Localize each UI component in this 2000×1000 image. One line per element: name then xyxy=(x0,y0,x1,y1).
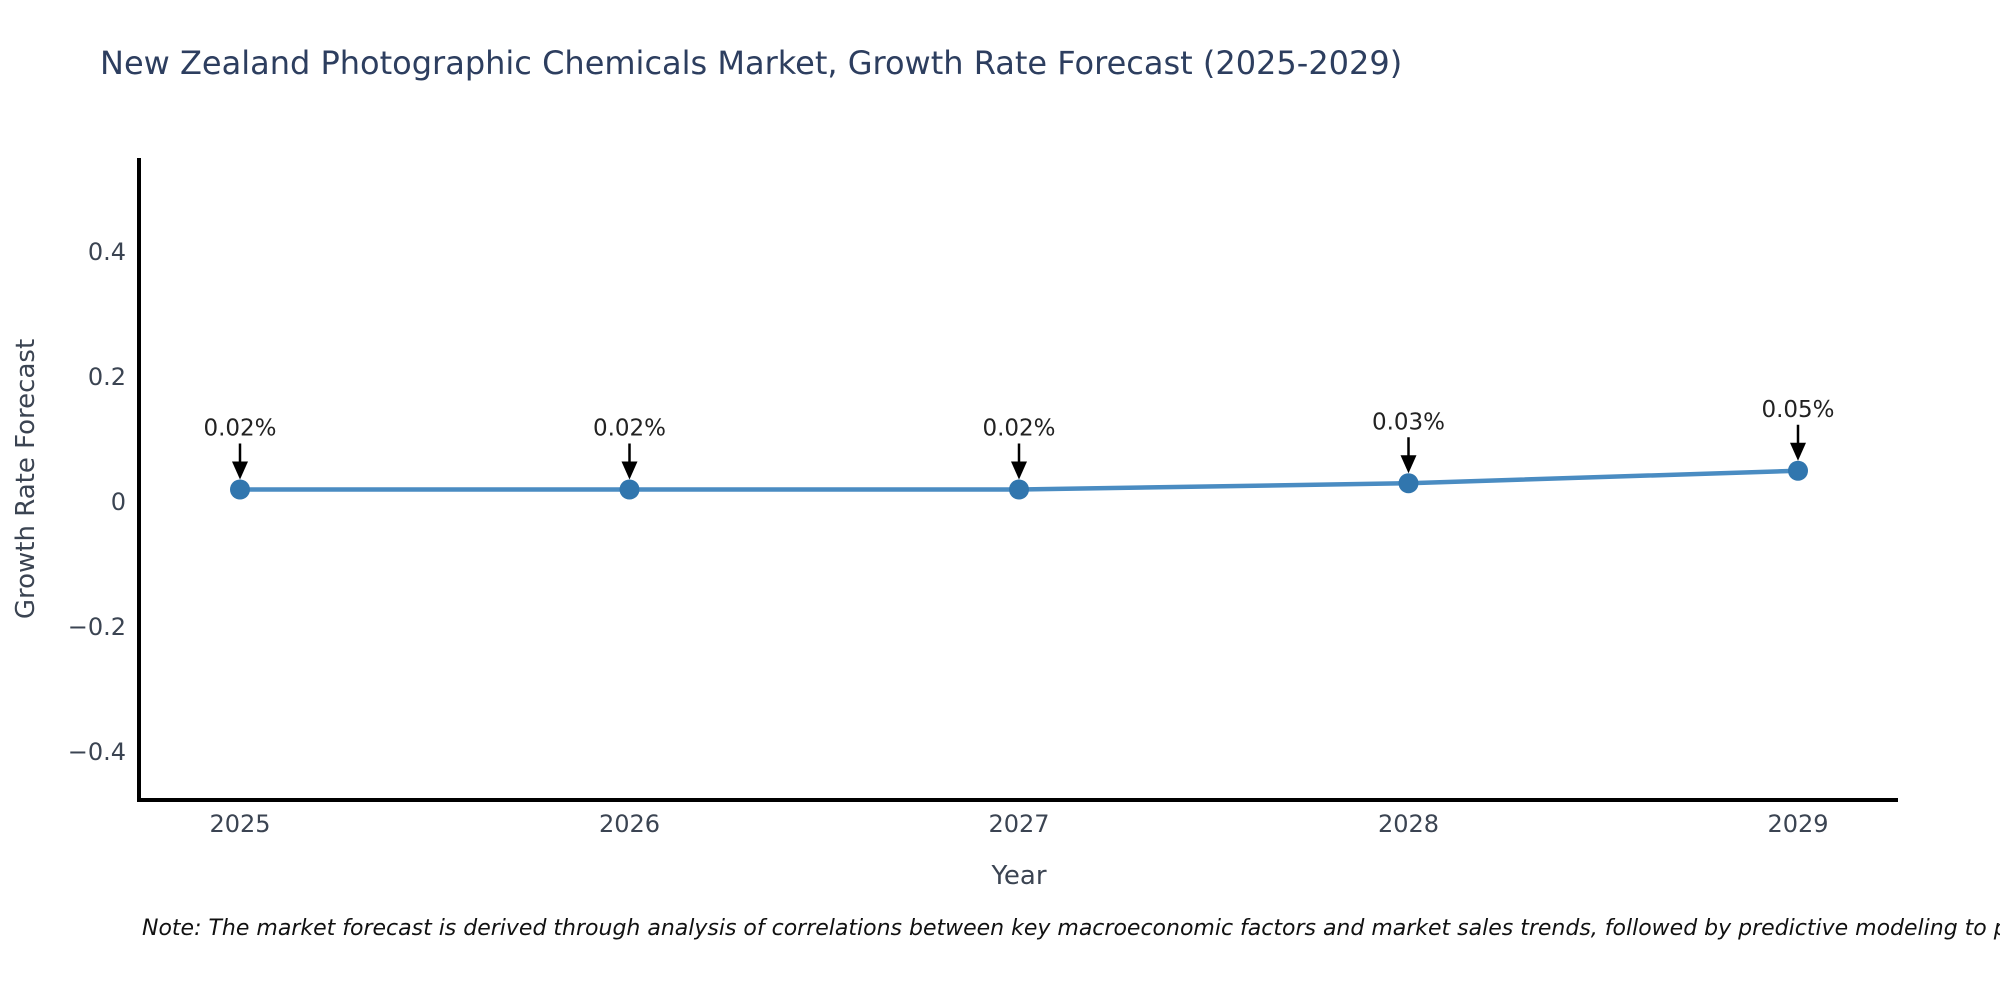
annotation-arrowhead xyxy=(232,461,248,480)
y-tick-label: 0.4 xyxy=(88,238,126,266)
footnote: Note: The market forecast is derived thr… xyxy=(142,916,2000,941)
chart-title: New Zealand Photographic Chemicals Marke… xyxy=(100,44,1403,82)
annotation-arrowhead xyxy=(1400,455,1417,474)
annotation-label: 0.03% xyxy=(1372,409,1445,435)
annotation-arrowhead xyxy=(1011,461,1027,480)
data-point xyxy=(1009,479,1029,500)
annotation-label: 0.02% xyxy=(982,416,1055,442)
y-tick-label: −0.4 xyxy=(68,738,126,766)
annotation-label: 0.05% xyxy=(1761,397,1834,423)
y-axis-label: Growth Rate Forecast xyxy=(11,338,41,620)
x-tick-label: 2028 xyxy=(1378,810,1439,838)
data-point xyxy=(230,479,250,500)
y-tick-label: 0.2 xyxy=(88,363,126,391)
y-tick-label: 0 xyxy=(111,488,126,516)
axis-spines xyxy=(137,158,1898,802)
x-tick-label: 2026 xyxy=(599,810,660,838)
data-point xyxy=(1398,473,1419,494)
annotation-label: 0.02% xyxy=(593,416,666,442)
y-tick-label: −0.2 xyxy=(68,613,126,641)
annotation-arrowhead xyxy=(1790,442,1806,461)
data-point xyxy=(619,479,640,500)
annotation-arrowhead xyxy=(621,461,638,480)
annotation-label: 0.02% xyxy=(203,416,276,442)
x-tick-label: 2027 xyxy=(988,810,1049,838)
x-tick-label: 2029 xyxy=(1767,810,1828,838)
data-point xyxy=(1788,460,1808,481)
x-axis-label: Year xyxy=(991,861,1047,891)
x-tick-label: 2025 xyxy=(209,810,270,838)
